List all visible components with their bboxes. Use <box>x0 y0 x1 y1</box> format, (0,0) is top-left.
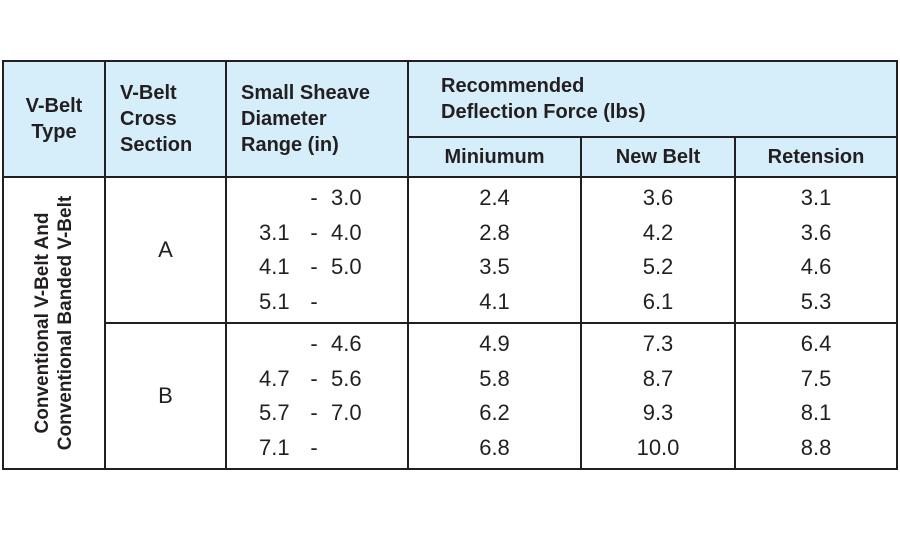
header-cross-section-line-2: Cross <box>120 108 177 130</box>
diameter-range-line: -4.6 <box>227 327 407 362</box>
range-low: 4.7 <box>259 365 290 391</box>
range-high: 7.0 <box>331 400 362 425</box>
range-dash: - <box>310 400 318 425</box>
range-low: 5.1 <box>259 288 290 314</box>
range-dash: - <box>310 365 318 391</box>
range-low: 4.1 <box>259 254 290 279</box>
retension-value: 8.1 <box>800 400 832 425</box>
range-dash: - <box>310 219 318 245</box>
diameter-range-line: 3.1-4.0 <box>227 216 407 251</box>
header-new-belt: New Belt <box>580 136 736 178</box>
header-diameter-line-3: Range (in) <box>241 134 339 156</box>
new-belt-value: 10.0 <box>636 434 680 460</box>
new-belt-cell: 3.6 4.2 5.2 6.1 <box>580 176 736 324</box>
cross-section-label: B <box>158 382 173 408</box>
header-cross-section: V-Belt Cross Section <box>104 60 227 178</box>
cross-section-cell: B <box>104 322 227 470</box>
diameter-range-line: 5.7-7.0 <box>227 396 407 431</box>
new-belt-value: 5.2 <box>642 254 674 279</box>
retension-value: 8.8 <box>800 434 832 460</box>
minimum-cell: 4.9 5.8 6.2 6.8 <box>407 322 582 470</box>
header-diameter-line-2: Diameter <box>241 108 327 130</box>
retension-value: 4.6 <box>800 254 832 279</box>
header-vbelt-type-line-1: V-Belt <box>25 95 83 117</box>
range-low: 7.1 <box>259 434 290 460</box>
diameter-range-line: 4.7-5.6 <box>227 362 407 397</box>
range-dash: - <box>310 331 318 356</box>
range-high: 4.6 <box>331 331 362 356</box>
header-vbelt-type-line-2: Type <box>31 121 77 143</box>
range-high: 4.0 <box>331 219 362 245</box>
new-belt-value: 7.3 <box>642 331 674 356</box>
retension-cell: 3.1 3.6 4.6 5.3 <box>733 176 899 324</box>
minimum-cell: 2.4 2.8 3.5 4.1 <box>407 176 582 324</box>
new-belt-value: 8.7 <box>642 365 674 391</box>
header-force-group-line-2: Deflection Force (lbs) <box>441 101 646 123</box>
minimum-value: 5.8 <box>479 365 510 391</box>
header-cross-section-line-3: Section <box>120 134 193 156</box>
minimum-value: 2.8 <box>479 219 510 245</box>
group-row-a: Conventional V-Belt And Conventional Ban… <box>2 176 899 470</box>
diameter-range-line: 4.1-5.0 <box>227 250 407 285</box>
header-diameter-range: Small Sheave Diameter Range (in) <box>225 60 409 178</box>
minimum-value: 4.9 <box>479 331 510 356</box>
header-vbelt-type: V-Belt Type <box>2 60 106 178</box>
header-minimum: Miniumum <box>407 136 582 178</box>
retension-value: 3.1 <box>800 185 832 210</box>
cross-section-label: A <box>158 236 173 262</box>
diameter-range-cell: -3.0 3.1-4.0 4.1-5.0 5.1- <box>225 176 409 324</box>
diameter-range-cell: -4.6 4.7-5.6 5.7-7.0 7.1- <box>225 322 409 470</box>
diameter-range-line: -3.0 <box>227 181 407 216</box>
group-row-b: B -4.6 4.7-5.6 5.7-7.0 7.1- 4.9 5.8 6.2 … <box>3 322 899 470</box>
minimum-value: 2.4 <box>479 185 510 210</box>
range-high: 5.6 <box>331 365 362 391</box>
diameter-range-line: 5.1- <box>227 285 407 320</box>
range-dash: - <box>310 254 318 279</box>
header-retension: Retension <box>733 136 899 178</box>
cross-section-cell: A <box>104 176 227 324</box>
new-belt-value: 4.2 <box>642 219 674 245</box>
vbelt-type-label-line-1: Conventional V-Belt And <box>32 212 53 434</box>
retension-value: 3.6 <box>800 219 832 245</box>
range-high: 5.0 <box>331 254 362 279</box>
retension-value: 5.3 <box>800 288 832 314</box>
new-belt-value: 3.6 <box>642 185 674 210</box>
minimum-value: 6.8 <box>479 434 510 460</box>
range-dash: - <box>310 288 318 314</box>
range-dash: - <box>310 434 318 460</box>
header-force-group-line-1: Recommended <box>441 75 585 97</box>
header-cross-section-line-1: V-Belt <box>120 82 177 104</box>
minimum-value: 3.5 <box>479 254 510 279</box>
minimum-value: 6.2 <box>479 400 510 425</box>
retension-value: 6.4 <box>800 331 832 356</box>
header-deflection-force-group: Recommended Deflection Force (lbs) <box>406 60 899 138</box>
retension-value: 7.5 <box>800 365 832 391</box>
minimum-value: 4.1 <box>479 288 510 314</box>
vbelt-type-label-line-2: Conventional Banded V-Belt <box>55 195 76 451</box>
range-low: 3.1 <box>259 219 290 245</box>
new-belt-cell: 7.3 8.7 9.3 10.0 <box>580 322 736 470</box>
retension-cell: 6.4 7.5 8.1 8.8 <box>733 322 899 470</box>
new-belt-value: 9.3 <box>642 400 674 425</box>
deflection-force-table: V-Belt Type V-Belt Cross Section Small S… <box>2 60 899 470</box>
vbelt-type-label: Conventional V-Belt And Conventional Ban… <box>31 196 77 450</box>
range-high: 3.0 <box>331 185 362 210</box>
range-dash: - <box>310 185 318 210</box>
new-belt-value: 6.1 <box>642 288 674 314</box>
vbelt-type-cell: Conventional V-Belt And Conventional Ban… <box>2 176 106 470</box>
diameter-range-line: 7.1- <box>227 431 407 466</box>
range-low: 5.7 <box>259 400 290 425</box>
header-diameter-line-1: Small Sheave <box>241 82 370 104</box>
